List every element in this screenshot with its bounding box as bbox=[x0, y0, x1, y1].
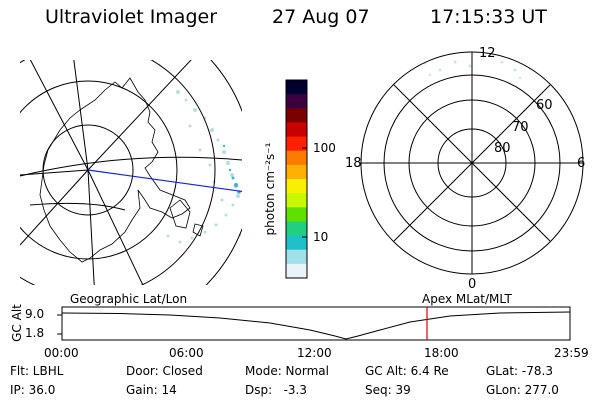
mlt-label-6: 6 bbox=[577, 156, 586, 171]
mlat-label-80: 80 bbox=[494, 141, 511, 156]
polar-plot bbox=[360, 51, 584, 275]
colorbar-segment bbox=[286, 263, 307, 279]
colorbar-tick-100: 100 bbox=[313, 141, 336, 155]
altitude-ytick-high: 9.0 bbox=[25, 307, 45, 321]
colorbar-segment bbox=[286, 235, 307, 251]
colorbar-segment bbox=[286, 179, 307, 194]
time-tick-2359: 23:59 bbox=[554, 346, 589, 360]
geo-map-label: Geographic Lat/Lon bbox=[70, 292, 188, 306]
colorbar-segment bbox=[286, 193, 307, 208]
colorbar bbox=[285, 79, 308, 279]
mlt-label-18: 18 bbox=[345, 156, 362, 171]
colorbar-segment bbox=[286, 108, 307, 124]
mlt-label-12: 12 bbox=[479, 46, 496, 61]
mode-value: Mode: Normal bbox=[245, 364, 329, 378]
colorbar-segment bbox=[286, 122, 307, 138]
door-value: Door: Closed bbox=[126, 364, 203, 378]
gc-alt-value: GC Alt: 6.4 Re bbox=[365, 364, 449, 378]
colorbar-tick-10: 10 bbox=[313, 230, 329, 244]
antarctica-coastline bbox=[39, 77, 191, 263]
mlat-label-70: 70 bbox=[512, 120, 529, 135]
seq-value: Seq: 39 bbox=[365, 383, 411, 397]
time-tick-0000: 00:00 bbox=[44, 346, 79, 360]
mlt-label-0: 0 bbox=[468, 277, 477, 292]
time-label: 17:15:33 UT bbox=[430, 6, 547, 28]
geographic-map bbox=[20, 60, 242, 285]
altitude-ytick-low: 1.8 bbox=[25, 326, 45, 340]
colorbar-unit-label: photon cm⁻²s⁻¹ bbox=[263, 142, 277, 236]
colorbar-segment bbox=[286, 94, 307, 109]
colorbar-segment bbox=[286, 207, 307, 223]
dsp-value: Dsp: -3.3 bbox=[245, 383, 308, 397]
time-tick-1200: 12:00 bbox=[297, 346, 332, 360]
time-tick-1800: 18:00 bbox=[424, 346, 459, 360]
colorbar-segment bbox=[286, 80, 307, 95]
polar-plot-label: Apex MLat/MLT bbox=[422, 292, 512, 306]
altitude-ylabel: GC Alt bbox=[10, 304, 24, 342]
colorbar-segment bbox=[286, 164, 307, 180]
altitude-strip bbox=[57, 306, 571, 341]
date-label: 27 Aug 07 bbox=[272, 6, 370, 28]
instrument-title: Ultraviolet Imager bbox=[45, 6, 218, 28]
gain-value: Gain: 14 bbox=[126, 383, 177, 397]
glat-value: GLat: -78.3 bbox=[486, 364, 553, 378]
filter-value: Flt: LBHL bbox=[10, 364, 64, 378]
ip-value: IP: 36.0 bbox=[10, 383, 56, 397]
mlat-label-60: 60 bbox=[536, 98, 553, 113]
colorbar-segment bbox=[286, 136, 307, 152]
colorbar-segment bbox=[286, 249, 307, 265]
time-tick-0600: 06:00 bbox=[169, 346, 204, 360]
colorbar-segment bbox=[286, 150, 307, 166]
scan-line bbox=[87, 169, 242, 193]
glon-value: GLon: 277.0 bbox=[486, 383, 559, 397]
colorbar-segment bbox=[286, 221, 307, 237]
altitude-curve bbox=[61, 311, 571, 340]
